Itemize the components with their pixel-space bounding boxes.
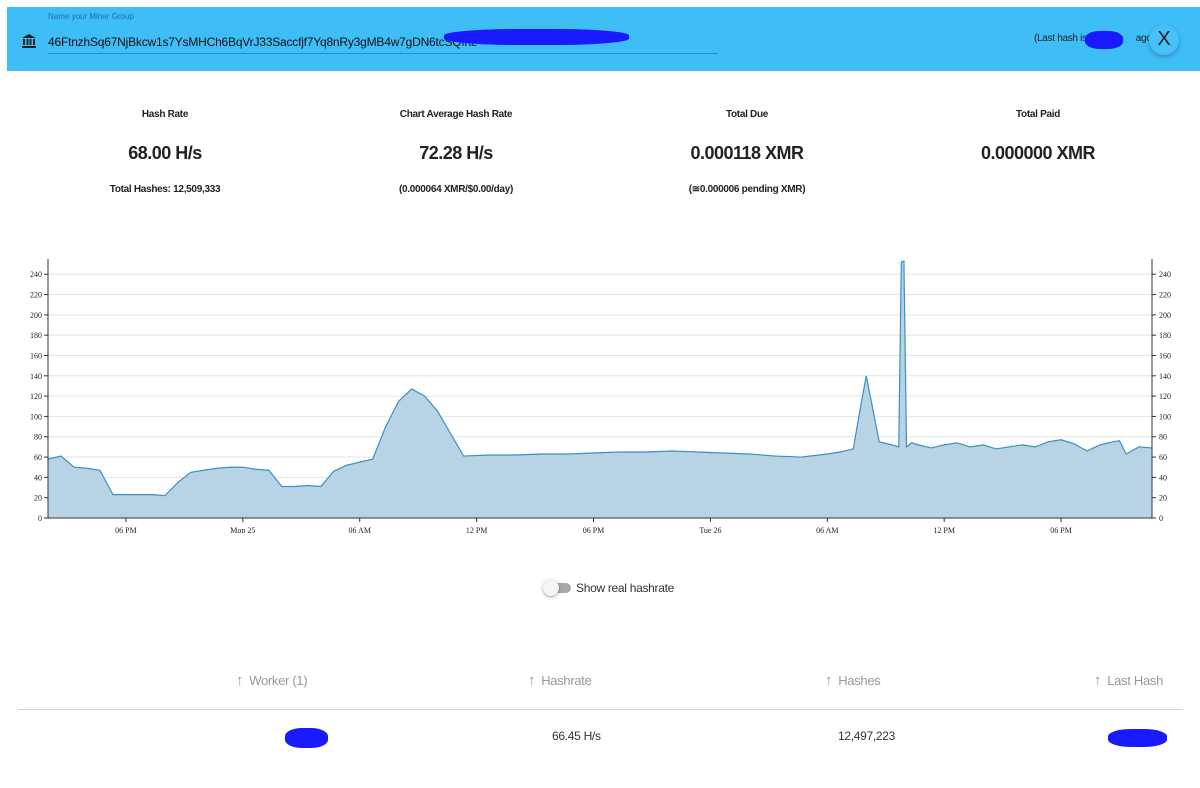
y-tick-label-left: 60: [34, 453, 42, 462]
y-tick-label-left: 160: [30, 351, 42, 360]
sort-arrow-icon: ↑: [236, 672, 244, 689]
last-hash-status: (Last hash is ago): [1034, 33, 1155, 44]
y-tick-label-right: 60: [1159, 453, 1167, 462]
x-tick-label: Tue 26: [699, 526, 721, 535]
y-tick-label-left: 120: [30, 392, 42, 401]
x-tick-label: 12 PM: [466, 526, 488, 535]
x-tick-label: 12 PM: [933, 526, 955, 535]
y-tick-label-right: 80: [1159, 433, 1167, 442]
toggle-track: [549, 583, 571, 593]
stat-value: 0.000000 XMR: [980, 143, 1096, 163]
y-tick-label-left: 240: [30, 270, 42, 279]
miner-group-label: Name your Miner Group: [48, 12, 134, 21]
stat-sub: (0.000064 XMR/$0.00/day): [399, 184, 513, 195]
stat-value: 72.28 H/s: [419, 143, 493, 163]
sort-arrow-icon: ↑: [1094, 672, 1102, 689]
y-tick-label-left: 140: [30, 372, 42, 381]
stat-chart-average: Chart Average Hash Rate 72.28 H/s (0.000…: [336, 109, 576, 195]
column-header-worker[interactable]: ↑ Worker (1): [236, 672, 308, 689]
toggle-label: Show real hashrate: [576, 581, 674, 595]
header-label: Last Hash: [1107, 673, 1164, 688]
x-tick-label: Mon 25: [230, 526, 255, 535]
column-header-last-hash[interactable]: ↑ Last Hash: [1094, 672, 1163, 689]
y-tick-label-right: 140: [1159, 372, 1171, 381]
redaction-mark: [1108, 729, 1167, 747]
y-tick-label-right: 0: [1159, 514, 1163, 523]
stat-value: 68.00 H/s: [128, 143, 202, 163]
table-divider: [18, 709, 1183, 710]
y-tick-label-left: 20: [34, 494, 42, 503]
toggle-knob: [543, 580, 559, 596]
x-tick-label: 06 PM: [115, 526, 137, 535]
close-button[interactable]: X: [1149, 25, 1179, 55]
y-tick-label-right: 240: [1159, 270, 1171, 279]
top-bar: Name your Miner Group (Last hash is ago)…: [7, 7, 1200, 71]
y-tick-label-left: 220: [30, 291, 42, 300]
real-hashrate-toggle[interactable]: [543, 580, 571, 596]
y-tick-label-left: 200: [30, 311, 42, 320]
column-header-hashrate[interactable]: ↑ Hashrate: [528, 672, 592, 689]
y-tick-label-right: 160: [1159, 351, 1171, 360]
hashrate-area: [48, 261, 1152, 518]
column-header-hashes[interactable]: ↑ Hashes: [825, 672, 881, 689]
last-hash-suffix: ago): [1135, 33, 1155, 44]
header-label: Worker (1): [249, 673, 308, 688]
stat-total-due: Total Due 0.000118 XMR (≅0.000006 pendin…: [627, 109, 867, 195]
y-tick-label-left: 180: [30, 331, 42, 340]
y-tick-label-right: 120: [1159, 392, 1171, 401]
header-label: Hashrate: [541, 673, 592, 688]
stat-sub: (≅0.000006 pending XMR): [688, 184, 806, 195]
redaction-mark: [1085, 31, 1123, 49]
last-hash-prefix: (Last hash is: [1034, 33, 1087, 44]
hashrate-line: [47, 260, 1153, 497]
stat-total-paid: Total Paid 0.000000 XMR: [918, 109, 1158, 163]
y-tick-label-left: 100: [30, 412, 42, 421]
x-tick-label: 06 AM: [816, 526, 838, 535]
redaction-mark: [285, 728, 328, 748]
y-tick-label-right: 220: [1159, 291, 1171, 300]
y-tick-label-right: 200: [1159, 311, 1171, 320]
stat-label: Total Due: [725, 109, 769, 120]
worker-hashes: 12,497,223: [838, 729, 896, 743]
stat-hash-rate: Hash Rate 68.00 H/s Total Hashes: 12,509…: [45, 109, 285, 195]
y-tick-label-left: 80: [34, 433, 42, 442]
stat-sub: Total Hashes: 12,509,333: [109, 184, 221, 195]
stat-label: Chart Average Hash Rate: [399, 109, 513, 120]
stat-label: Total Paid: [1015, 109, 1061, 120]
x-tick-label: 06 PM: [1050, 526, 1072, 535]
x-tick-label: 06 AM: [348, 526, 370, 535]
hashrate-chart[interactable]: 0 0 20 20 40 40 60 60 80 80 100 100 120 120 140 140 160 1…: [20, 250, 1180, 550]
worker-hashrate: 66.45 H/s: [552, 729, 601, 743]
y-tick-label-left: 40: [34, 473, 42, 482]
redaction-mark: [444, 29, 629, 45]
x-tick-label: 06 PM: [583, 526, 605, 535]
y-tick-label-right: 40: [1159, 473, 1167, 482]
stat-value: 0.000118 XMR: [690, 143, 804, 163]
y-tick-label-left: 0: [38, 514, 42, 523]
y-tick-label-right: 180: [1159, 331, 1171, 340]
bank-icon: [22, 34, 36, 48]
header-label: Hashes: [838, 673, 881, 688]
y-tick-label-right: 20: [1159, 494, 1167, 503]
sort-arrow-icon: ↑: [825, 672, 833, 689]
y-tick-label-right: 100: [1159, 412, 1171, 421]
stat-label: Hash Rate: [141, 109, 189, 120]
sort-arrow-icon: ↑: [528, 672, 536, 689]
